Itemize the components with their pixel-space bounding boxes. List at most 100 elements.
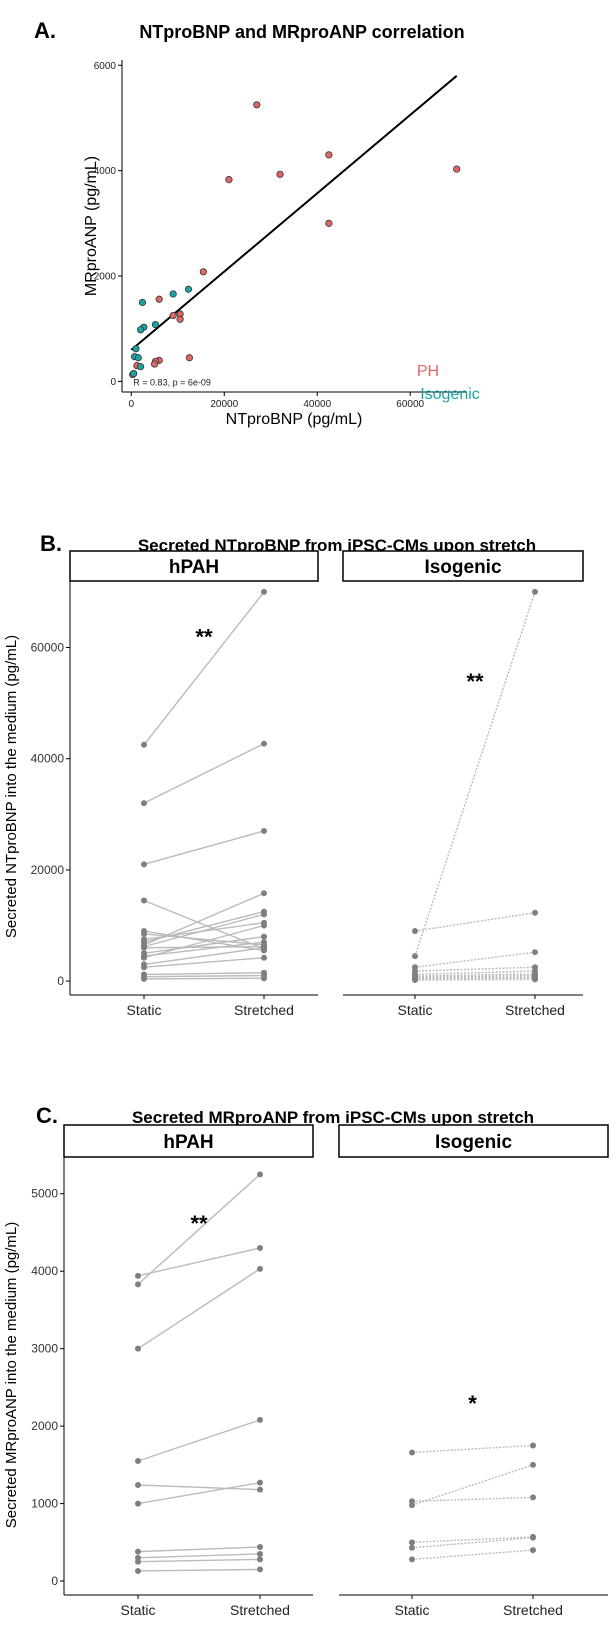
facet-strip — [69, 550, 319, 582]
static-point — [409, 1556, 415, 1563]
ph-point — [276, 170, 284, 178]
static-point — [135, 1281, 141, 1288]
y-tick-label: 4000 — [31, 1264, 58, 1278]
stretched-point — [257, 1556, 263, 1563]
ph-point — [150, 360, 159, 368]
y-tick-label: 60000 — [31, 641, 65, 655]
stretched-point — [257, 1543, 263, 1550]
static-point — [141, 964, 147, 971]
x-tick-label: 60000 — [396, 399, 424, 410]
facet-strip — [342, 550, 584, 582]
legend-isogenic: Isogenic — [420, 386, 480, 403]
static-point — [141, 800, 147, 807]
mrproanp-paired-plot: Secreted MRproANP into the medium (pg/mL… — [3, 1124, 609, 1618]
static-point — [135, 1482, 141, 1488]
static-point — [409, 1544, 415, 1551]
ph-point — [453, 165, 461, 173]
static-point — [412, 928, 418, 935]
isogenic-point — [134, 354, 142, 362]
y-tick-label: 6000 — [94, 61, 117, 72]
paired-line — [414, 966, 536, 972]
paired-line — [143, 899, 265, 950]
paired-line — [137, 1419, 261, 1462]
y-tick-label: 1000 — [31, 1497, 58, 1511]
x-tick-label: Static — [126, 1002, 161, 1018]
static-point — [412, 976, 418, 983]
significance-label: ** — [195, 624, 213, 649]
paired-line — [411, 1549, 534, 1561]
stretched-point — [261, 922, 267, 929]
y-tick-label: 0 — [57, 974, 64, 988]
paired-line — [414, 951, 536, 968]
paired-line — [414, 591, 536, 957]
static-point — [409, 1502, 415, 1509]
y-tick-label: 20000 — [31, 863, 65, 877]
stretched-point — [532, 949, 538, 956]
ph-point — [325, 219, 333, 227]
paired-line — [143, 947, 265, 966]
y-tick-label: 2000 — [31, 1419, 58, 1433]
stretched-point — [530, 1461, 536, 1468]
static-point — [141, 897, 147, 904]
stretched-point — [532, 909, 538, 916]
paired-line — [143, 591, 265, 746]
ph-point — [253, 101, 261, 109]
significance-label: ** — [466, 669, 484, 694]
paired-line — [137, 1484, 261, 1491]
facet-strip — [338, 1124, 609, 1158]
isogenic-point — [184, 285, 193, 293]
paired-line — [414, 978, 536, 981]
paired-line — [411, 1464, 534, 1506]
y-tick-label: 0 — [110, 377, 116, 388]
paired-line — [143, 974, 265, 978]
isogenic-point — [136, 326, 145, 334]
paired-line — [411, 1536, 534, 1549]
y-tick-label: 0 — [51, 1574, 58, 1588]
x-tick-label: 0 — [129, 399, 135, 410]
legend-ph: PH — [417, 363, 439, 380]
y-axis-label: Secreted MRproANP into the medium (pg/mL… — [3, 1222, 20, 1529]
static-point — [135, 1548, 141, 1555]
stretched-point — [261, 944, 267, 951]
static-point — [141, 861, 147, 868]
static-point — [135, 1272, 141, 1279]
stretched-point — [530, 1494, 536, 1501]
stretched-point — [261, 890, 267, 897]
static-point — [135, 1500, 141, 1507]
stretched-point — [257, 1244, 263, 1251]
paired-line — [143, 830, 265, 866]
x-tick-label: 40000 — [303, 399, 331, 410]
static-point — [135, 1345, 141, 1352]
stretched-point — [257, 1566, 263, 1573]
correlation-annotation: R = 0.83, p = 6e-09 — [133, 377, 211, 387]
paired-line — [414, 973, 536, 977]
x-tick-label: Stretched — [503, 1602, 563, 1618]
paired-line — [411, 1496, 534, 1502]
paired-line — [143, 743, 265, 804]
isogenic-point — [169, 290, 177, 298]
static-point — [409, 1449, 415, 1456]
isogenic-point — [136, 363, 145, 371]
static-point — [135, 1457, 141, 1464]
paired-line — [137, 1173, 261, 1285]
stretched-point — [257, 1479, 263, 1486]
x-axis-label: NTproBNP (pg/mL) — [226, 411, 363, 428]
stretched-point — [261, 827, 267, 834]
paired-line — [414, 912, 536, 932]
stretched-point — [261, 954, 267, 961]
x-tick-label: 20000 — [210, 399, 238, 410]
stretched-point — [530, 1442, 536, 1449]
paired-line — [137, 1546, 261, 1553]
paired-line — [414, 974, 536, 978]
y-tick-label: 40000 — [31, 752, 65, 766]
regression-line — [130, 75, 458, 351]
panel-b-letter: B. — [40, 531, 62, 556]
facet-label: Isogenic — [424, 557, 502, 578]
paired-line — [137, 1568, 261, 1572]
ph-point — [325, 151, 333, 159]
stretched-point — [261, 933, 267, 940]
paired-line — [143, 972, 265, 976]
stretched-point — [530, 1534, 536, 1541]
ph-point — [155, 295, 163, 303]
